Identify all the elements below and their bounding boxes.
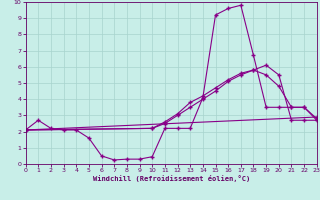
X-axis label: Windchill (Refroidissement éolien,°C): Windchill (Refroidissement éolien,°C) [92, 175, 250, 182]
